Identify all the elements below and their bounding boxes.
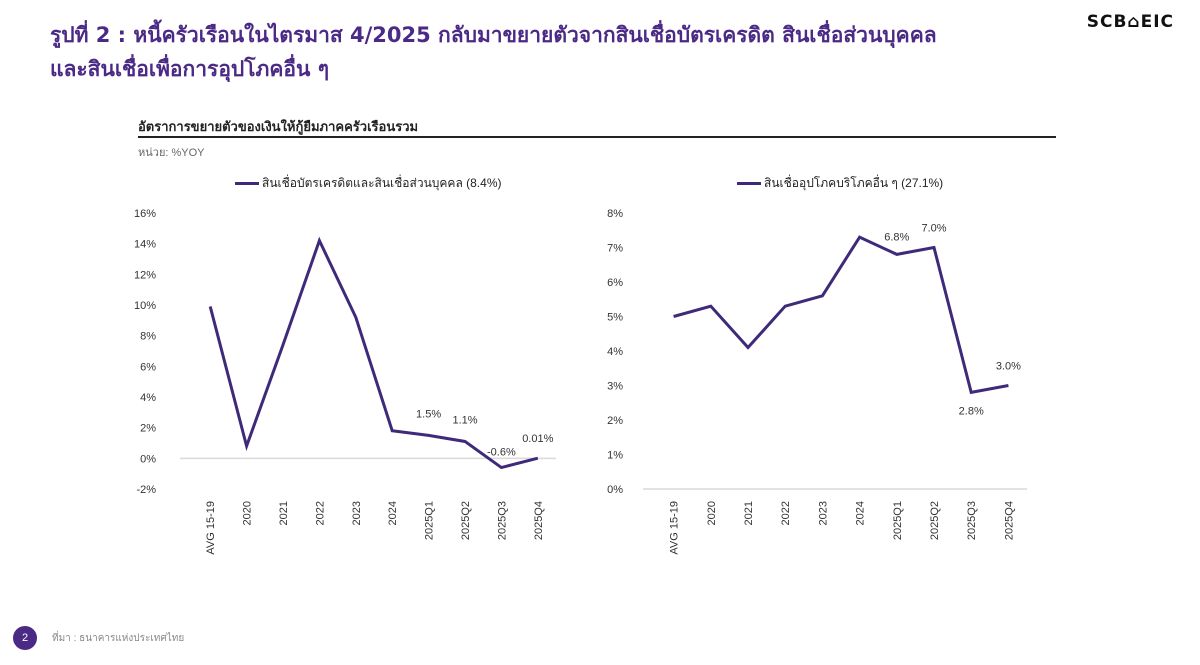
figure-title-line2: และสินเชื่อเพื่อการอุปโภคอื่น ๆ: [50, 57, 329, 81]
y-tick-label: 0%: [140, 453, 156, 465]
x-tick-label: 2025Q3: [966, 501, 978, 540]
panel-subtitle: อัตราการขยายตัวของเงินให้กู้ยืมภาคครัวเร…: [138, 119, 419, 134]
unit-label: หน่วย: %YOY: [138, 147, 205, 159]
chart-right: 0% 1% 2% 3% 4% 5% 6% 7% 8% AVG 15-19 2020 2021 2022 2…: [595, 165, 1075, 569]
divider: [138, 136, 1056, 138]
y-tick-label: 8%: [607, 208, 623, 220]
y-tick-label: 5%: [607, 312, 623, 324]
x-tick-label: 2022: [780, 501, 792, 525]
x-tick-label: 2025Q1: [892, 501, 904, 540]
y-tick-label: 14%: [134, 239, 156, 251]
x-tick-label: 2023: [351, 501, 363, 525]
y-tick-label: 6%: [607, 277, 623, 289]
data-label: 1.1%: [452, 414, 477, 426]
y-tick-label: 4%: [607, 346, 623, 358]
x-tick-label: 2025Q2: [460, 501, 472, 540]
y-tick-label: 10%: [134, 300, 156, 312]
data-label: 2.8%: [959, 405, 984, 417]
y-tick-label: 16%: [134, 208, 156, 220]
y-tick-label: 8%: [140, 331, 156, 343]
y-tick-label: 0%: [607, 484, 623, 496]
legend-label: สินเชื่อบัตรเครดิตและสินเชื่อส่วนบุคคล (…: [262, 176, 502, 190]
y-tick-label: 2%: [140, 423, 156, 435]
legend-line-icon: [235, 182, 259, 185]
series-line: [208, 236, 539, 470]
data-label: 6.8%: [884, 231, 909, 243]
x-tick-label: 2025Q4: [1003, 501, 1015, 540]
x-tick-label: 2024: [387, 501, 399, 525]
x-tick-label: AVG 15-19: [205, 501, 217, 555]
y-tick-label: 6%: [140, 361, 156, 373]
scb-eic-logo: SCB⌂EIC: [1086, 12, 1174, 32]
x-tick-label: 2021: [278, 501, 290, 525]
data-label: 1.5%: [416, 408, 441, 420]
y-tick-label: 1%: [607, 450, 623, 462]
y-tick-label: 2%: [607, 415, 623, 427]
y-tick-label: 3%: [607, 381, 623, 393]
x-tick-label: 2022: [314, 501, 326, 525]
chart-left: -2% 0% 2% 4% 6% 8% 10% 12% 14% 16% AVG 15-19 2020 20…: [120, 165, 600, 569]
figure-title: รูปที่ 2 : หนี้ครัวเรือนในไตรมาส 4/2025 …: [50, 18, 1050, 86]
data-label: 3.0%: [996, 361, 1021, 373]
y-tick-label: 12%: [134, 269, 156, 281]
x-tick-label: AVG 15-19: [669, 501, 681, 555]
chart-left-plot: -2% 0% 2% 4% 6% 8% 10% 12% 14% 16% AVG 15-19 2020 20…: [134, 208, 556, 555]
series-line: [673, 235, 1009, 395]
source-note: ที่มา : ธนาคารแห่งประเทศไทย: [52, 633, 185, 644]
chart-left-legend: สินเชื่อบัตรเครดิตและสินเชื่อส่วนบุคคล (…: [235, 174, 501, 193]
x-tick-label: 2025Q1: [424, 501, 436, 540]
x-tick-label: 2025Q4: [533, 501, 545, 540]
data-label: -0.6%: [487, 447, 516, 459]
x-tick-label: 2021: [743, 501, 755, 525]
x-tick-label: 2025Q2: [929, 501, 941, 540]
y-tick-label: 4%: [140, 392, 156, 404]
page-number-badge: 2: [13, 626, 37, 650]
x-tick-label: 2025Q3: [496, 501, 508, 540]
y-tick-label: -2%: [136, 484, 156, 496]
x-tick-label: 2020: [706, 501, 718, 525]
figure-title-line1: รูปที่ 2 : หนี้ครัวเรือนในไตรมาส 4/2025 …: [50, 23, 937, 47]
data-label: 7.0%: [921, 223, 946, 235]
x-tick-label: 2023: [817, 501, 829, 525]
legend-label: สินเชื่ออุปโภคบริโภคอื่น ๆ (27.1%): [764, 176, 944, 190]
chart-right-legend: สินเชื่ออุปโภคบริโภคอื่น ๆ (27.1%): [737, 174, 943, 193]
data-label: 0.01%: [522, 433, 553, 445]
x-tick-label: 2024: [855, 501, 867, 525]
legend-line-icon: [737, 182, 761, 185]
x-tick-label: 2020: [242, 501, 254, 525]
y-tick-label: 7%: [607, 243, 623, 255]
chart-right-plot: 0% 1% 2% 3% 4% 5% 6% 7% 8% AVG 15-19 2020 2021 2022 2…: [607, 208, 1027, 555]
